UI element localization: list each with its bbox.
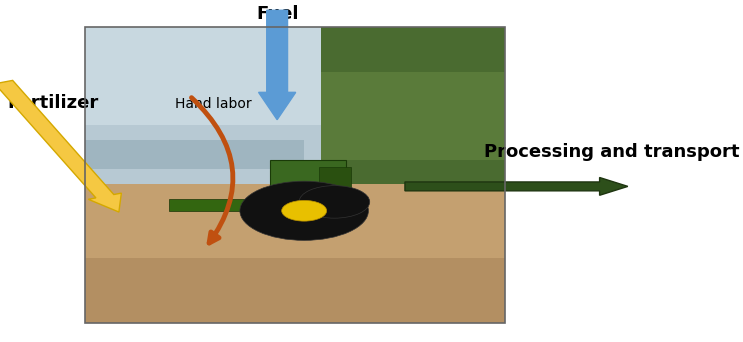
FancyArrowPatch shape [192,98,233,243]
Bar [319,167,351,194]
Text: Fertilizer: Fertilizer [7,94,99,111]
Bar [85,27,505,199]
FancyArrow shape [0,80,121,212]
Bar [85,258,505,323]
Bar [85,184,505,323]
Bar [320,72,505,160]
FancyArrow shape [405,177,628,195]
Bar [270,160,345,202]
Bar [85,140,304,169]
Text: Fuel: Fuel [256,5,299,23]
Bar [85,125,329,184]
Text: Processing and transport: Processing and transport [484,143,739,161]
FancyArrow shape [259,10,296,120]
Bar [85,27,505,323]
Bar [320,27,505,211]
Circle shape [282,200,327,221]
Bar [169,199,270,211]
Circle shape [299,186,370,218]
Circle shape [240,181,369,240]
Text: Hand labor: Hand labor [175,97,251,111]
